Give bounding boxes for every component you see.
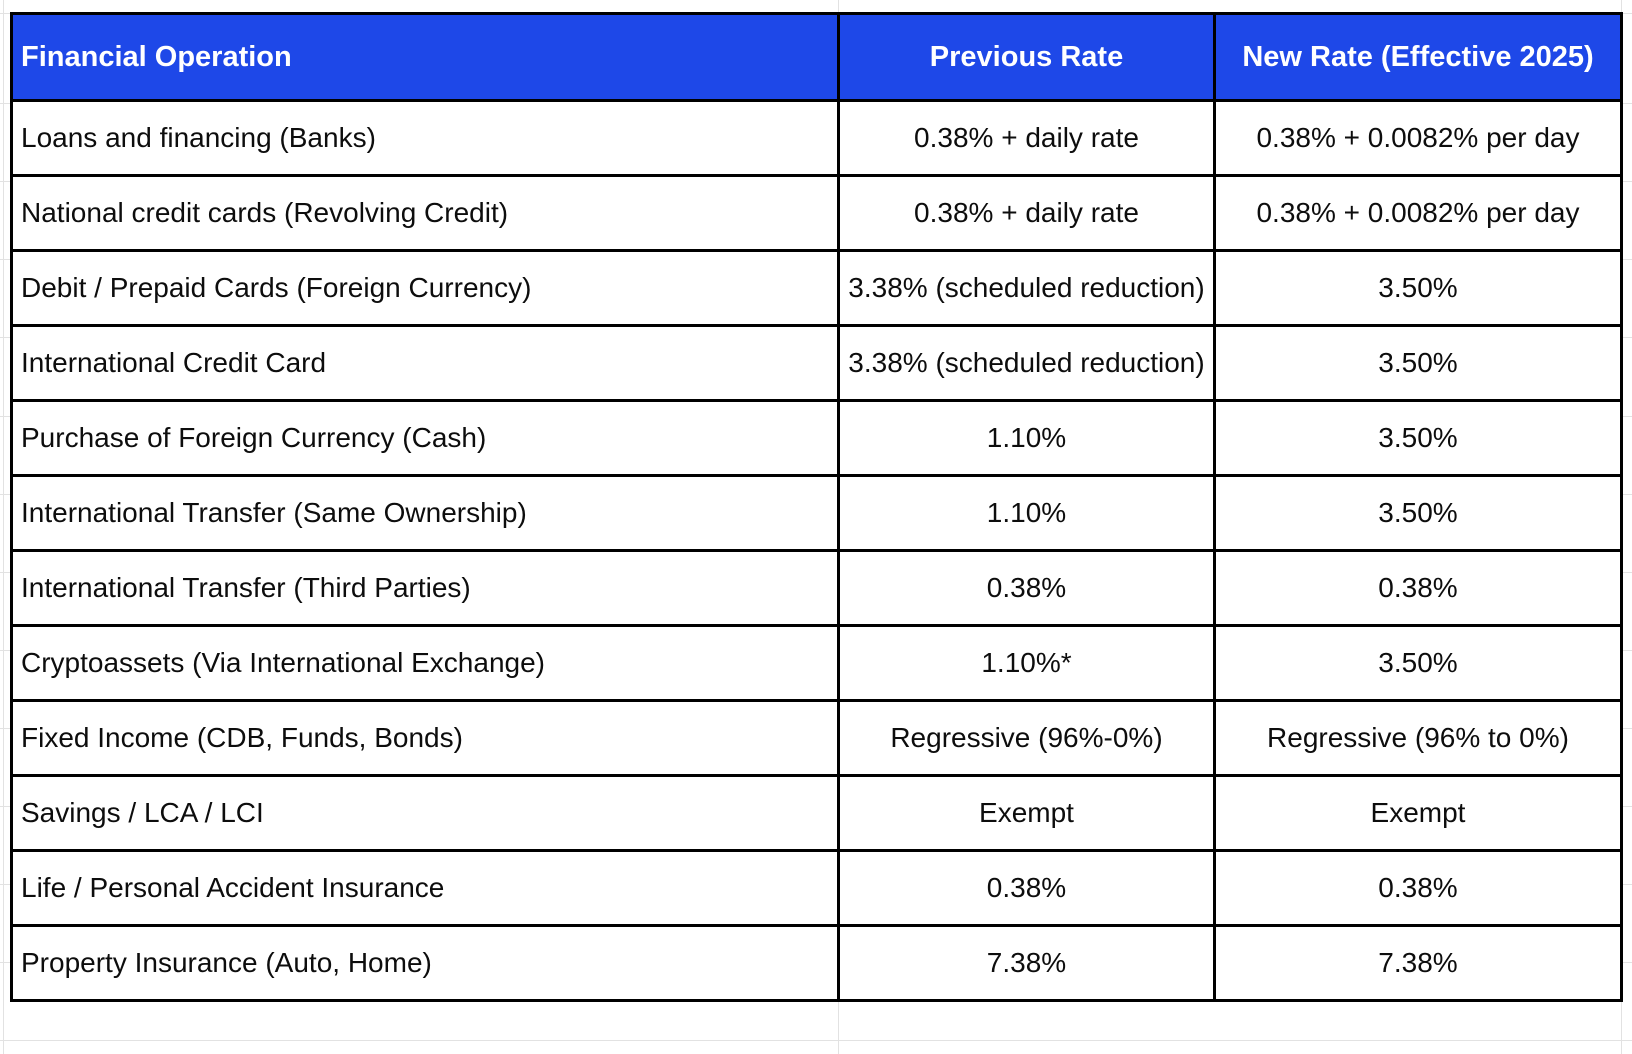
cell-previous-rate[interactable]: 0.38% + daily rate bbox=[837, 174, 1216, 252]
table-row: Fixed Income (CDB, Funds, Bonds) Regress… bbox=[10, 699, 1623, 777]
cell-new-rate[interactable]: 3.50% bbox=[1213, 474, 1623, 552]
iof-rates-table: Financial Operation Previous Rate New Ra… bbox=[10, 12, 1623, 1002]
table-row: Savings / LCA / LCI Exempt Exempt bbox=[10, 774, 1623, 852]
gridline-horizontal bbox=[0, 1040, 1632, 1041]
cell-operation[interactable]: International Credit Card bbox=[10, 324, 840, 402]
table-row: National credit cards (Revolving Credit)… bbox=[10, 174, 1623, 252]
table-row: Cryptoassets (Via International Exchange… bbox=[10, 624, 1623, 702]
cell-previous-rate[interactable]: 1.10%* bbox=[837, 624, 1216, 702]
cell-operation[interactable]: Cryptoassets (Via International Exchange… bbox=[10, 624, 840, 702]
header-row: Financial Operation Previous Rate New Ra… bbox=[10, 12, 1623, 102]
table-row: Life / Personal Accident Insurance 0.38%… bbox=[10, 849, 1623, 927]
cell-previous-rate[interactable]: 3.38% (scheduled reduction) bbox=[837, 249, 1216, 327]
cell-previous-rate[interactable]: 7.38% bbox=[837, 924, 1216, 1002]
table-row: International Credit Card 3.38% (schedul… bbox=[10, 324, 1623, 402]
cell-new-rate[interactable]: 0.38% + 0.0082% per day bbox=[1213, 99, 1623, 177]
cell-operation[interactable]: National credit cards (Revolving Credit) bbox=[10, 174, 840, 252]
cell-new-rate[interactable]: 7.38% bbox=[1213, 924, 1623, 1002]
gridline-vertical bbox=[3, 0, 4, 1054]
cell-previous-rate[interactable]: Exempt bbox=[837, 774, 1216, 852]
cell-new-rate[interactable]: Regressive (96% to 0%) bbox=[1213, 699, 1623, 777]
cell-previous-rate[interactable]: 0.38% bbox=[837, 549, 1216, 627]
cell-operation[interactable]: Property Insurance (Auto, Home) bbox=[10, 924, 840, 1002]
cell-new-rate[interactable]: 3.50% bbox=[1213, 624, 1623, 702]
cell-new-rate[interactable]: 0.38% bbox=[1213, 549, 1623, 627]
column-header-previous-rate[interactable]: Previous Rate bbox=[837, 12, 1216, 102]
cell-previous-rate[interactable]: 0.38% + daily rate bbox=[837, 99, 1216, 177]
cell-new-rate[interactable]: 3.50% bbox=[1213, 249, 1623, 327]
cell-new-rate[interactable]: 0.38% bbox=[1213, 849, 1623, 927]
cell-new-rate[interactable]: 3.50% bbox=[1213, 324, 1623, 402]
table-row: International Transfer (Third Parties) 0… bbox=[10, 549, 1623, 627]
column-header-new-rate[interactable]: New Rate (Effective 2025) bbox=[1213, 12, 1623, 102]
cell-previous-rate[interactable]: 1.10% bbox=[837, 474, 1216, 552]
cell-operation[interactable]: Loans and financing (Banks) bbox=[10, 99, 840, 177]
cell-previous-rate[interactable]: 1.10% bbox=[837, 399, 1216, 477]
cell-previous-rate[interactable]: 0.38% bbox=[837, 849, 1216, 927]
table-row: Loans and financing (Banks) 0.38% + dail… bbox=[10, 99, 1623, 177]
cell-previous-rate[interactable]: 3.38% (scheduled reduction) bbox=[837, 324, 1216, 402]
cell-operation[interactable]: Fixed Income (CDB, Funds, Bonds) bbox=[10, 699, 840, 777]
table-row: Purchase of Foreign Currency (Cash) 1.10… bbox=[10, 399, 1623, 477]
cell-new-rate[interactable]: 0.38% + 0.0082% per day bbox=[1213, 174, 1623, 252]
cell-operation[interactable]: Life / Personal Accident Insurance bbox=[10, 849, 840, 927]
cell-operation[interactable]: Purchase of Foreign Currency (Cash) bbox=[10, 399, 840, 477]
cell-operation[interactable]: Savings / LCA / LCI bbox=[10, 774, 840, 852]
cell-new-rate[interactable]: 3.50% bbox=[1213, 399, 1623, 477]
column-header-financial-operation[interactable]: Financial Operation bbox=[10, 12, 840, 102]
table-row: International Transfer (Same Ownership) … bbox=[10, 474, 1623, 552]
table-row: Property Insurance (Auto, Home) 7.38% 7.… bbox=[10, 924, 1623, 1002]
cell-operation[interactable]: International Transfer (Same Ownership) bbox=[10, 474, 840, 552]
cell-previous-rate[interactable]: Regressive (96%-0%) bbox=[837, 699, 1216, 777]
cell-operation[interactable]: International Transfer (Third Parties) bbox=[10, 549, 840, 627]
cell-operation[interactable]: Debit / Prepaid Cards (Foreign Currency) bbox=[10, 249, 840, 327]
table-row: Debit / Prepaid Cards (Foreign Currency)… bbox=[10, 249, 1623, 327]
cell-new-rate[interactable]: Exempt bbox=[1213, 774, 1623, 852]
